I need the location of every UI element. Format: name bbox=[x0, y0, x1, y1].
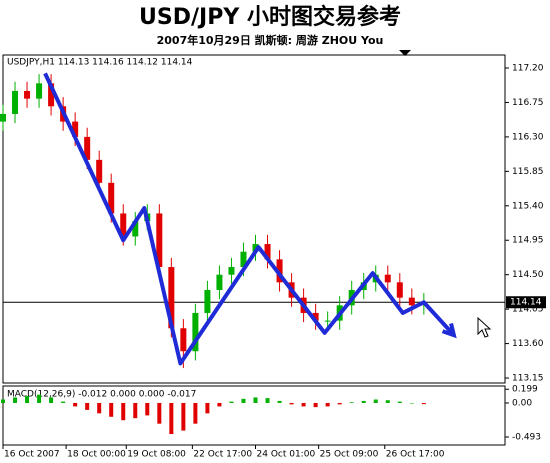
x-tick-label: 26 Oct 17:00 bbox=[386, 450, 445, 460]
candle-body bbox=[84, 136, 91, 160]
macd-bar bbox=[193, 402, 198, 424]
candle-body bbox=[168, 267, 175, 329]
macd-bar bbox=[325, 402, 330, 407]
macd-bar bbox=[25, 396, 30, 403]
candle-body bbox=[48, 83, 55, 107]
macd-bar bbox=[241, 398, 246, 403]
candle-body bbox=[216, 274, 223, 290]
y-tick-label: 117.20 bbox=[512, 64, 544, 74]
x-tick-label: 16 Oct 2007 bbox=[4, 450, 60, 460]
macd-bar bbox=[97, 402, 102, 414]
y-tick-label: 114.50 bbox=[512, 270, 544, 280]
macd-panel bbox=[2, 385, 506, 446]
trend-line bbox=[43, 72, 456, 366]
x-tick-label: 24 Oct 01:00 bbox=[257, 450, 316, 460]
candle-body bbox=[156, 213, 163, 268]
macd-bar bbox=[373, 399, 378, 403]
macd-bar bbox=[49, 397, 54, 403]
macd-bar bbox=[157, 402, 162, 424]
macd-bar bbox=[397, 401, 402, 403]
y-tick-label: 115.85 bbox=[512, 167, 544, 177]
macd-bar bbox=[301, 402, 306, 407]
x-tick-label: 19 Oct 08:00 bbox=[127, 450, 186, 460]
macd-bar bbox=[85, 402, 90, 410]
candle-body bbox=[180, 328, 187, 352]
candle-body bbox=[312, 312, 319, 321]
trend-arrowhead bbox=[441, 323, 457, 339]
macd-bar bbox=[37, 394, 42, 403]
y2-tick-label: -0.493 bbox=[512, 432, 541, 442]
macd-bar bbox=[169, 402, 174, 435]
candle-body bbox=[108, 182, 115, 214]
x-tick-label: 22 Oct 17:00 bbox=[193, 450, 252, 460]
macd-bar bbox=[145, 402, 150, 416]
shift-marker bbox=[399, 50, 411, 56]
macd-bar bbox=[133, 402, 138, 419]
candle-body bbox=[276, 259, 283, 283]
macd-bar bbox=[337, 402, 342, 405]
macd-bar bbox=[121, 402, 126, 421]
main-panel bbox=[2, 54, 506, 384]
chart-title: USD/JPY 小时图交易参考 bbox=[139, 4, 401, 30]
macd-bar bbox=[265, 398, 270, 403]
y-tick-label: 113.15 bbox=[512, 374, 544, 384]
candle-body bbox=[228, 267, 235, 275]
candle-body bbox=[132, 221, 139, 237]
y-tick-label: 113.60 bbox=[512, 339, 544, 349]
candle-body bbox=[204, 289, 211, 313]
current-price-label: 114.14 bbox=[510, 298, 542, 308]
y2-tick-label: 0.00 bbox=[512, 398, 532, 408]
macd-bar bbox=[277, 400, 282, 403]
macd-bar bbox=[73, 402, 78, 407]
candle-body bbox=[12, 90, 19, 114]
candle-body bbox=[96, 159, 103, 183]
candle-body bbox=[324, 320, 331, 322]
candle-body bbox=[72, 121, 79, 137]
macd-bar bbox=[109, 402, 114, 417]
candle-body bbox=[192, 312, 199, 352]
y-tick-label: 115.40 bbox=[512, 201, 544, 211]
macd-bar bbox=[205, 402, 210, 414]
macd-bar bbox=[289, 402, 294, 405]
current-price-box bbox=[506, 296, 546, 309]
y-tick-label: 114.95 bbox=[512, 236, 544, 246]
symbol-info: USDJPY,H1 114.13 114.16 114.12 114.14 bbox=[7, 58, 193, 68]
candle-body bbox=[396, 282, 403, 298]
y-tick-label: 114.05 bbox=[512, 305, 544, 315]
x-tick-label: 18 Oct 00:00 bbox=[67, 450, 126, 460]
candle-body bbox=[264, 244, 271, 260]
macd-bar bbox=[217, 402, 222, 407]
candle-body bbox=[240, 251, 247, 268]
candle-body bbox=[0, 113, 6, 122]
macd-bar bbox=[349, 402, 354, 403]
candle-body bbox=[384, 274, 391, 283]
y2-tick-label: 0.199 bbox=[512, 385, 538, 395]
candle-body bbox=[408, 297, 415, 306]
macd-bar bbox=[181, 402, 186, 431]
macd-bar bbox=[253, 397, 258, 403]
y-tick-label: 116.75 bbox=[512, 98, 544, 108]
candle-body bbox=[36, 83, 43, 99]
macd-bar bbox=[61, 401, 66, 403]
chart-subtitle: 2007年10月29日 凯斯顿: 周游 ZHOU You bbox=[157, 33, 384, 47]
macd-bar bbox=[13, 397, 18, 403]
macd-bar bbox=[1, 399, 5, 403]
mouse-cursor bbox=[477, 316, 492, 338]
macd-bar bbox=[361, 400, 366, 403]
candle-body bbox=[252, 244, 259, 252]
y-tick-label: 116.30 bbox=[512, 132, 544, 142]
candle-body bbox=[24, 90, 31, 99]
macd-bar bbox=[385, 400, 390, 403]
x-tick-label: 25 Oct 09:00 bbox=[320, 450, 379, 460]
candle-body bbox=[120, 213, 127, 237]
macd-label: MACD(12,26,9) -0.012 0.000 0.000 -0.017 bbox=[7, 390, 196, 400]
macd-bar bbox=[421, 402, 426, 405]
macd-bar bbox=[229, 401, 234, 403]
macd-bar bbox=[409, 402, 414, 404]
macd-bar bbox=[313, 402, 318, 408]
